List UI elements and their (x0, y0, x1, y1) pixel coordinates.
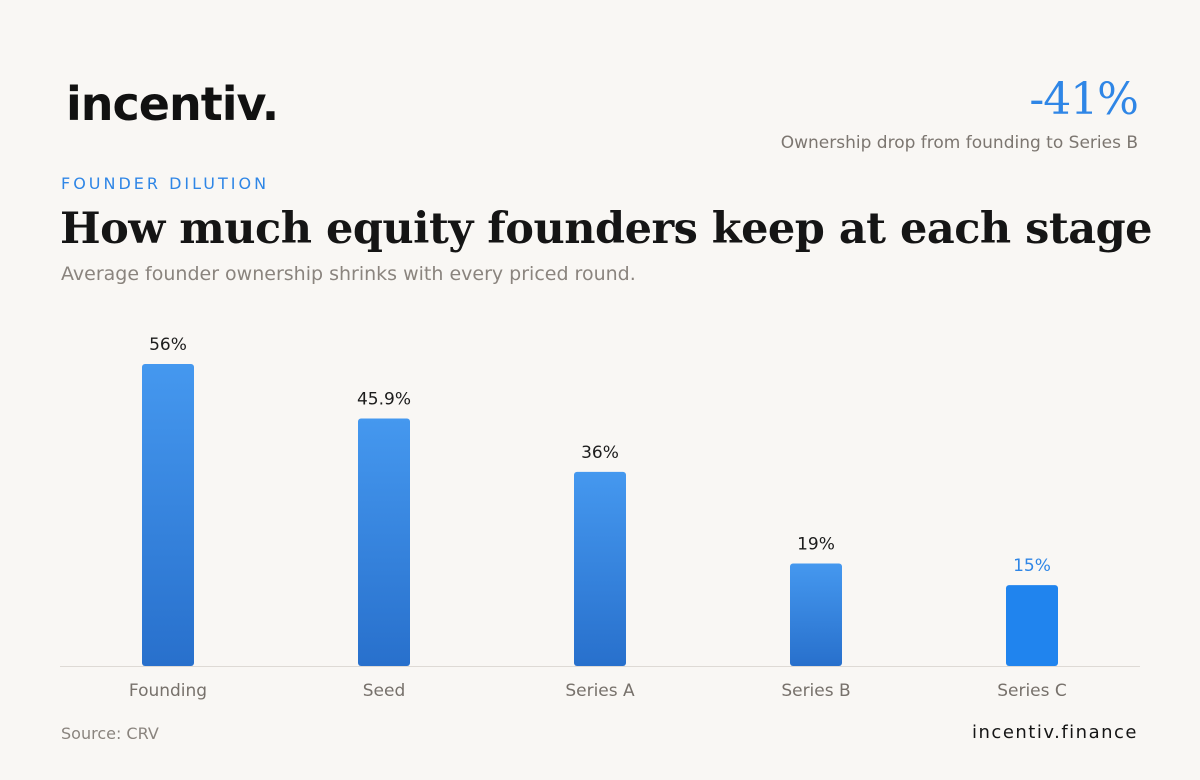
x-tick-label-seed: Seed (363, 681, 406, 701)
bars-layer (142, 364, 1058, 666)
value-label-founding: 56% (149, 335, 187, 355)
chart-subtitle: Average founder ownership shrinks with e… (61, 263, 636, 285)
bar-series-a (574, 471, 626, 666)
stat-value: -41% (1029, 74, 1139, 125)
headline-stat: -41% Ownership drop from founding to Ser… (780, 74, 1139, 154)
labels-layer: 56% Founding 45.9% Seed 36% Series A 19% Series… (129, 335, 1067, 701)
source-note: Source: CRV (61, 724, 159, 743)
bar-founding (142, 364, 194, 666)
value-label-series-b: 19% (797, 535, 835, 555)
site-url[interactable]: incentiv.finance (972, 722, 1138, 743)
value-label-series-a: 36% (581, 443, 619, 463)
x-tick-label-founding: Founding (129, 681, 207, 701)
eyebrow-label: FOUNDER DILUTION (61, 174, 270, 193)
x-tick-label-series-a: Series A (565, 681, 635, 701)
bar-seed (358, 418, 410, 666)
stat-caption: Ownership drop from founding to Series B (780, 133, 1138, 153)
chart-title: How much equity founders keep at each st… (60, 204, 1153, 254)
brand-logo: incentiv. (66, 77, 279, 131)
bar-series-b (790, 563, 842, 666)
value-label-series-c: 15% (1013, 556, 1051, 576)
x-tick-label-series-c: Series C (997, 681, 1067, 701)
value-label-seed: 45.9% (357, 389, 411, 409)
bar-series-c (1006, 585, 1058, 666)
x-tick-label-series-b: Series B (781, 681, 850, 701)
